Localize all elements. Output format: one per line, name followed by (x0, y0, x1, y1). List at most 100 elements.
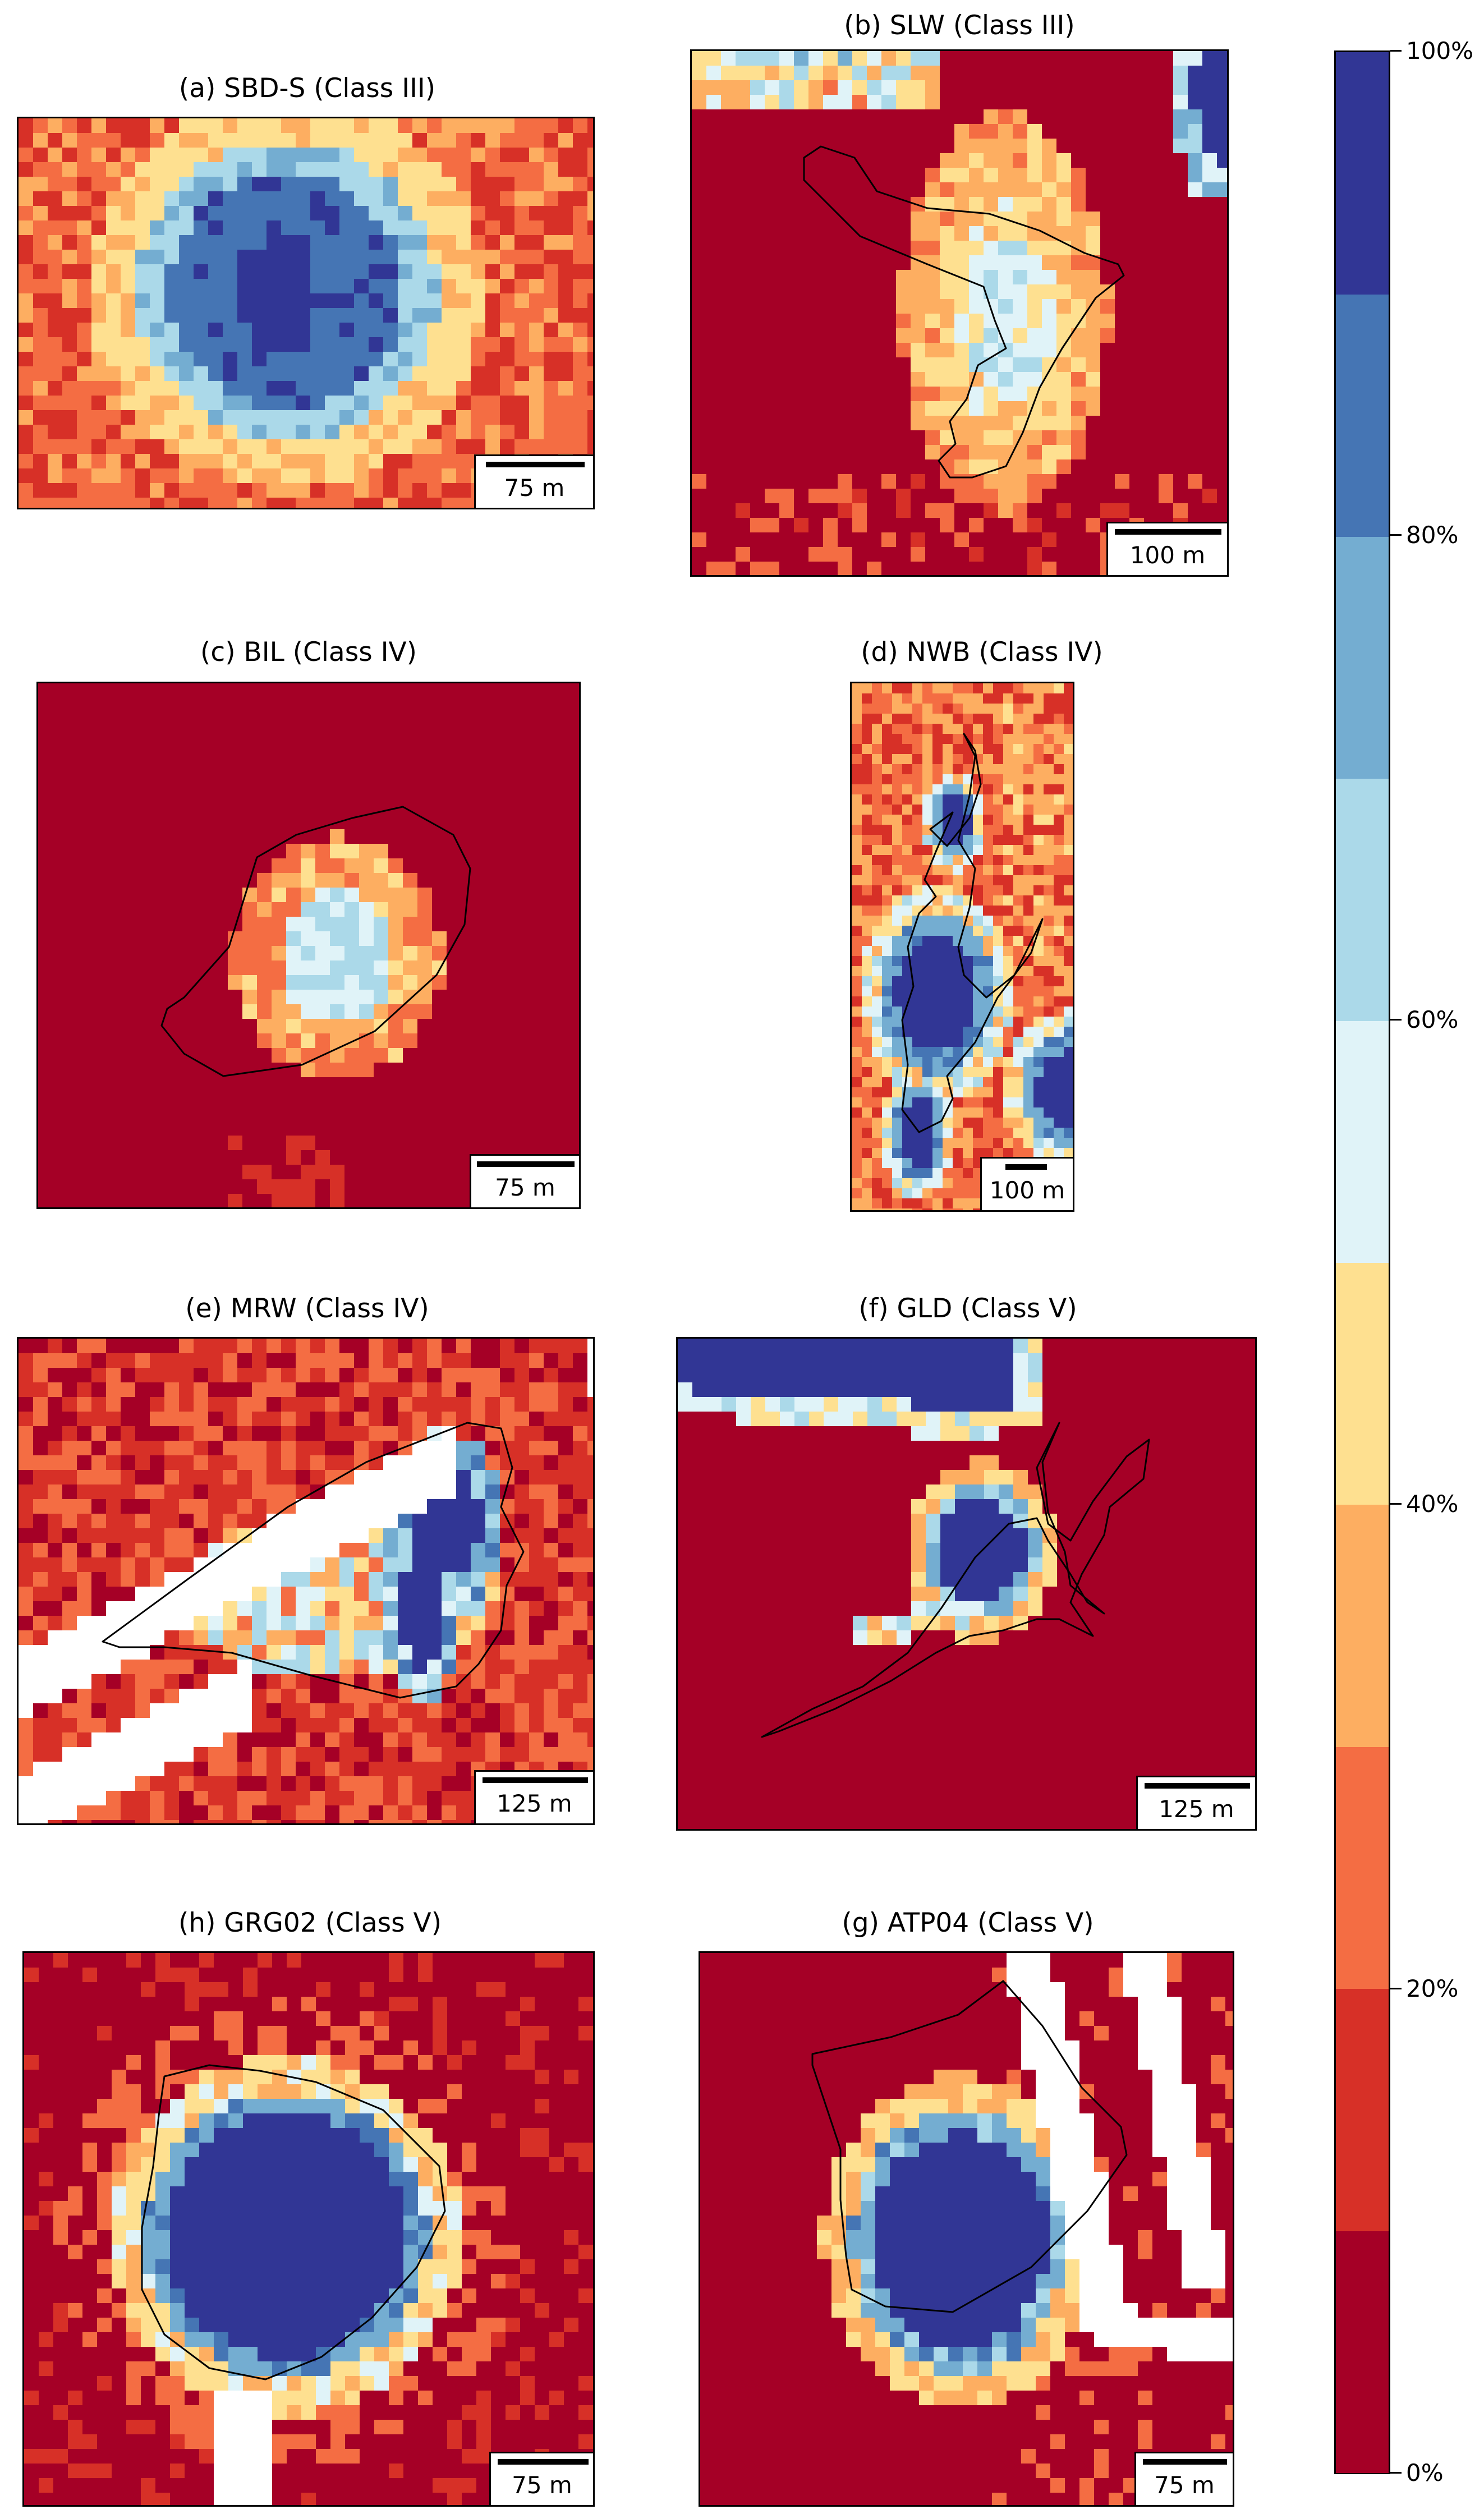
heatmap-cell (272, 756, 287, 771)
heatmap-cell (257, 771, 272, 786)
heatmap-cell (121, 308, 136, 323)
heatmap-cell (344, 771, 360, 786)
heatmap-cell (911, 226, 926, 241)
heatmap-cell (476, 975, 491, 990)
heatmap-cell (852, 212, 867, 227)
heatmap-cell (881, 197, 897, 212)
heatmap-cell (983, 734, 994, 744)
heatmap-cell (692, 226, 707, 241)
heatmap-cell (208, 454, 223, 469)
heatmap-cell (925, 503, 940, 518)
heatmap-cell (973, 1067, 984, 1078)
heatmap-cell (1071, 343, 1086, 358)
heatmap-cell (208, 498, 223, 508)
heatmap-cell (374, 902, 389, 917)
heatmap-cell (1013, 1006, 1024, 1017)
heatmap-cell (954, 284, 970, 300)
heatmap-cell (267, 279, 282, 294)
heatmap-cell (490, 713, 506, 728)
heatmap-cell (1013, 299, 1028, 314)
heatmap-cell (471, 425, 486, 440)
heatmap-cell (126, 800, 141, 815)
heatmap-cell (339, 191, 355, 206)
heatmap-cell (257, 990, 272, 1005)
heatmap-cell (344, 960, 360, 976)
heatmap-cell (432, 1092, 447, 1107)
heatmap-cell (169, 727, 185, 742)
heatmap-cell (872, 936, 883, 946)
heatmap-cell (998, 124, 1013, 139)
heatmap-cell (223, 410, 238, 425)
heatmap-cell (374, 742, 389, 757)
heatmap-cell (563, 1092, 578, 1107)
heatmap-cell (330, 931, 345, 946)
heatmap-cell (922, 805, 933, 815)
heatmap-cell (412, 323, 428, 338)
heatmap-cell (881, 357, 897, 373)
heatmap-cell (1064, 885, 1073, 896)
heatmap-cell (993, 1148, 1004, 1159)
heatmap-cell (296, 323, 311, 338)
heatmap-cell (53, 756, 68, 771)
heatmap-cell (1159, 503, 1174, 518)
heatmap-cell (1054, 1128, 1064, 1138)
heatmap-cell (169, 960, 185, 976)
heatmap-cell (476, 1121, 491, 1136)
heatmap-cell (852, 343, 867, 358)
heatmap-cell (359, 844, 374, 859)
heatmap-cell (272, 946, 287, 961)
heatmap-cell (794, 459, 809, 475)
heatmap-cell (310, 118, 325, 134)
heatmap-cell (882, 1148, 893, 1159)
heatmap-cell (155, 1194, 170, 1207)
heatmap-cell (442, 323, 457, 338)
heatmap-cell (1071, 95, 1086, 110)
heatmap-cell (983, 1047, 994, 1058)
heatmap-cell (984, 547, 999, 562)
heatmap-cell (1054, 1087, 1064, 1098)
heatmap-cell (578, 960, 579, 976)
heatmap-cell (281, 118, 296, 134)
heatmap-cell (442, 308, 457, 323)
heatmap-cell (520, 1063, 535, 1078)
heatmap-cell (1023, 714, 1034, 724)
heatmap-cell (514, 264, 530, 279)
heatmap-cell (310, 148, 325, 163)
heatmap-cell (194, 118, 209, 134)
heatmap-cell (1013, 153, 1028, 168)
heatmap-cell (534, 683, 549, 698)
heatmap-cell (1217, 343, 1227, 358)
heatmap-cell (692, 489, 707, 504)
heatmap-cell (1044, 1057, 1054, 1068)
heatmap-cell (963, 956, 973, 967)
heatmap-cell (296, 439, 311, 454)
heatmap-cell (534, 800, 549, 815)
heatmap-cell (514, 206, 530, 221)
heatmap-cell (447, 917, 462, 932)
heatmap-cell (911, 109, 926, 125)
heatmap-cell (374, 1121, 389, 1136)
heatmap-cell (242, 946, 258, 961)
heatmap-cell (902, 1208, 913, 1210)
heatmap-cell (179, 293, 194, 309)
heatmap-cell (490, 785, 506, 801)
heatmap-cell (922, 916, 933, 926)
heatmap-cell (179, 410, 194, 425)
heatmap-cell (38, 858, 53, 874)
heatmap-cell (529, 250, 544, 265)
heatmap-cell (794, 562, 809, 575)
heatmap-cell (213, 713, 228, 728)
heatmap-cell (983, 704, 994, 714)
heatmap-cell (520, 902, 535, 917)
heatmap-cell (983, 1057, 994, 1068)
heatmap-cell (520, 713, 535, 728)
heatmap-cell (852, 459, 867, 475)
heatmap-cell (417, 683, 433, 698)
heatmap-cell (412, 250, 428, 265)
heatmap-cell (823, 416, 838, 431)
heatmap-cell (417, 1179, 433, 1194)
heatmap-cell (573, 337, 588, 352)
heatmap-cell (388, 815, 403, 830)
heatmap-cell (310, 454, 325, 469)
heatmap-canvas (852, 683, 1073, 1210)
